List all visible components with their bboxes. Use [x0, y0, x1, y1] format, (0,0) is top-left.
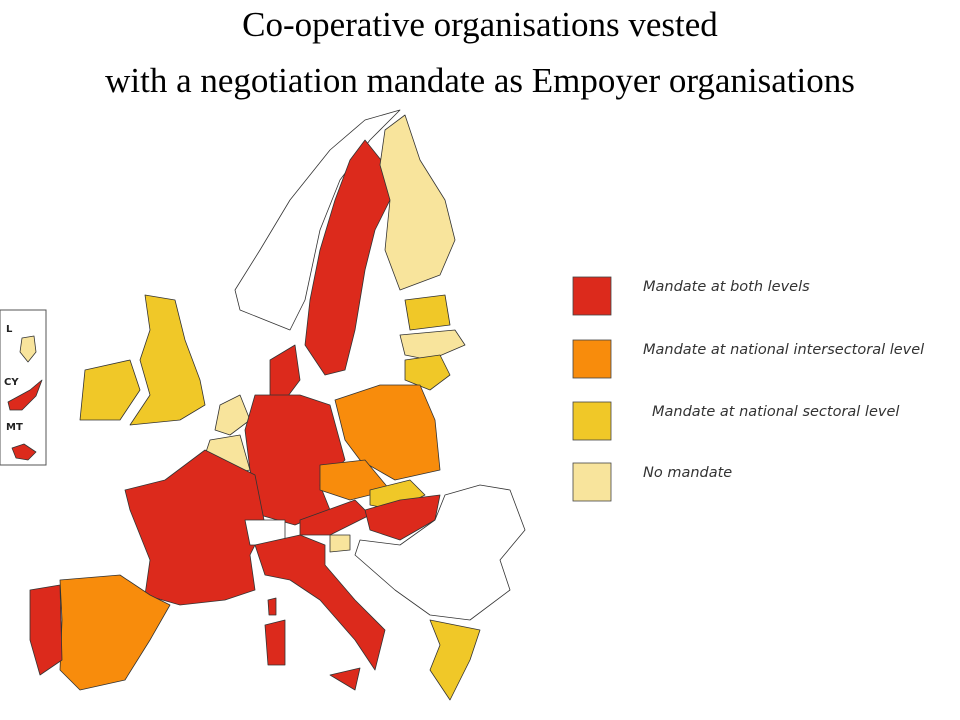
region [329, 667, 361, 691]
legend-label: Mandate at both levels [643, 279, 810, 295]
region [334, 384, 441, 481]
region [267, 597, 277, 616]
region [7, 379, 43, 411]
title-line: Co-operative organisations vested [242, 5, 718, 44]
title-line: with a negotiation mandate as Empoyer or… [105, 61, 855, 100]
region [124, 449, 266, 606]
region [299, 499, 371, 536]
legend-swatch [572, 339, 612, 379]
region [264, 619, 286, 666]
region [329, 534, 351, 553]
region [399, 329, 466, 361]
region [254, 534, 386, 671]
region [429, 619, 481, 701]
region [214, 394, 251, 436]
inset-label: L [6, 324, 13, 335]
region [304, 139, 391, 376]
inset-label: CY [4, 377, 19, 388]
region [269, 344, 301, 401]
legend-swatch [572, 401, 612, 441]
region [11, 443, 37, 461]
legend-label: Mandate at national intersectoral level [643, 342, 924, 358]
region [379, 114, 456, 291]
legend-label: Mandate at national sectoral level [652, 404, 899, 420]
inset: L CY MT [0, 309, 47, 466]
legend-label: No mandate [643, 465, 732, 481]
legend-swatch [572, 462, 612, 502]
region [404, 354, 451, 391]
region [79, 359, 141, 421]
legend-swatch [572, 276, 612, 316]
region [404, 294, 451, 331]
region [29, 584, 63, 676]
region [129, 294, 206, 426]
map [29, 109, 526, 701]
legend: Mandate at both levels Mandate at nationa… [572, 276, 924, 502]
inset-label: MT [6, 422, 23, 433]
region [354, 484, 526, 621]
region [19, 335, 37, 363]
